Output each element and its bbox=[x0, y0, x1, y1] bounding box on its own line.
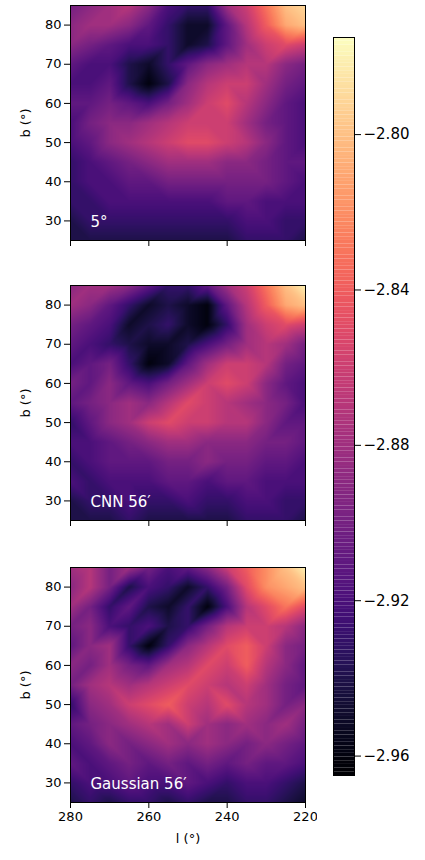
svg-text:80: 80 bbox=[45, 17, 62, 32]
svg-text:b (°): b (°) bbox=[18, 670, 33, 699]
svg-text:−2.88: −2.88 bbox=[364, 436, 410, 454]
svg-text:−2.80: −2.80 bbox=[364, 125, 410, 143]
svg-text:Gaussian 56′: Gaussian 56′ bbox=[91, 775, 188, 793]
svg-text:l (°): l (°) bbox=[176, 831, 200, 846]
svg-text:60: 60 bbox=[45, 376, 62, 391]
svg-text:40: 40 bbox=[45, 736, 62, 751]
svg-text:b (°): b (°) bbox=[18, 388, 33, 417]
svg-text:30: 30 bbox=[45, 775, 62, 790]
svg-text:50: 50 bbox=[45, 135, 62, 150]
svg-text:80: 80 bbox=[45, 297, 62, 312]
svg-text:50: 50 bbox=[45, 415, 62, 430]
svg-text:−2.92: −2.92 bbox=[364, 592, 410, 610]
svg-text:5°: 5° bbox=[91, 213, 108, 231]
svg-text:30: 30 bbox=[45, 213, 62, 228]
svg-text:220: 220 bbox=[293, 809, 317, 824]
svg-text:60: 60 bbox=[45, 658, 62, 673]
svg-text:280: 280 bbox=[58, 809, 83, 824]
svg-text:70: 70 bbox=[45, 56, 62, 71]
svg-text:−2.84: −2.84 bbox=[364, 281, 410, 299]
svg-text:−2.96: −2.96 bbox=[364, 747, 410, 765]
svg-text:70: 70 bbox=[45, 618, 62, 633]
svg-text:80: 80 bbox=[45, 579, 62, 594]
svg-text:30: 30 bbox=[45, 493, 62, 508]
svg-text:40: 40 bbox=[45, 174, 62, 189]
svg-text:CNN 56′: CNN 56′ bbox=[91, 493, 152, 511]
svg-text:70: 70 bbox=[45, 336, 62, 351]
svg-text:50: 50 bbox=[45, 697, 62, 712]
svg-text:240: 240 bbox=[215, 809, 240, 824]
svg-text:60: 60 bbox=[45, 96, 62, 111]
svg-text:b (°): b (°) bbox=[18, 108, 33, 137]
svg-text:40: 40 bbox=[45, 454, 62, 469]
svg-text:260: 260 bbox=[136, 809, 161, 824]
